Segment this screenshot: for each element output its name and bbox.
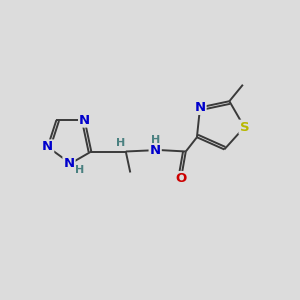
Text: N: N (150, 143, 161, 157)
Text: H: H (75, 165, 84, 175)
Text: O: O (176, 172, 187, 185)
Text: N: N (194, 101, 206, 114)
Text: N: N (63, 157, 75, 170)
Text: N: N (42, 140, 53, 153)
Text: S: S (239, 121, 249, 134)
Text: N: N (79, 114, 90, 127)
Text: H: H (116, 137, 125, 148)
Text: H: H (151, 134, 160, 145)
